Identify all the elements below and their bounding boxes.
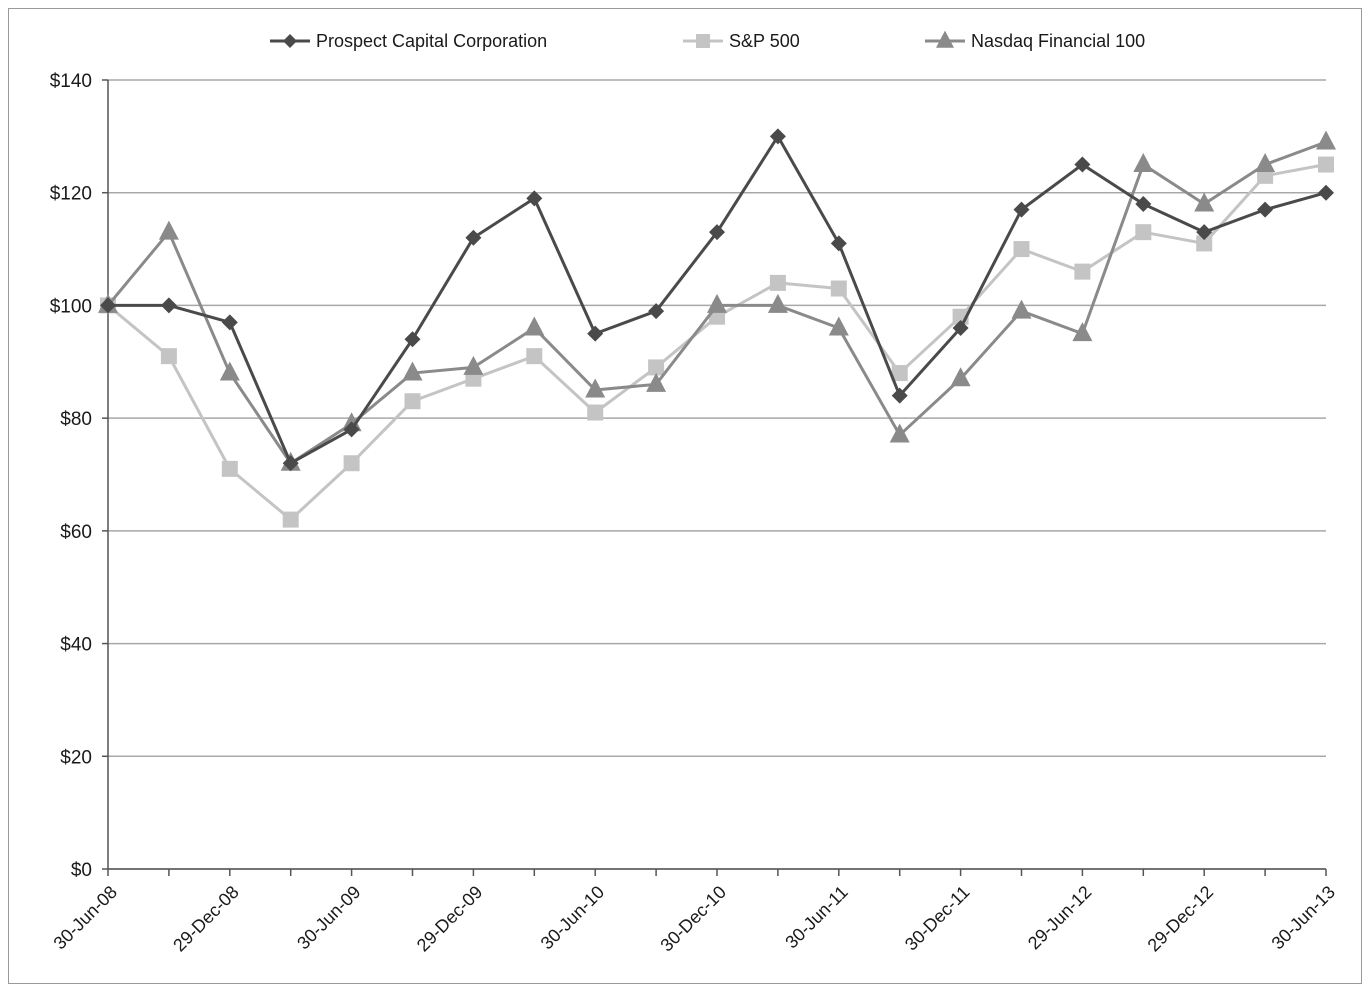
legend-marker-diamond: [283, 34, 297, 48]
y-tick-label: $140: [50, 71, 92, 92]
x-tick-label: 29-Jun-12: [1024, 882, 1095, 953]
data-point-triangle: [767, 293, 788, 313]
x-tick-label: 30-Jun-09: [293, 882, 364, 953]
data-point-triangle: [1316, 130, 1336, 150]
data-point-square: [648, 359, 665, 376]
data-point-triangle: [524, 316, 545, 336]
data-point-diamond: [648, 303, 665, 320]
data-point-diamond: [100, 297, 116, 314]
data-point-triangle: [828, 316, 849, 336]
x-tick-label: 30-Jun-10: [537, 882, 608, 953]
y-tick-label: $0: [71, 860, 92, 881]
x-tick-label: 30-Dec-10: [656, 882, 730, 956]
data-point-square: [1013, 241, 1030, 258]
legend-marker-triangle: [936, 30, 954, 48]
data-point-triangle: [1194, 192, 1215, 212]
x-tick-label: 30-Jun-08: [50, 882, 121, 953]
data-point-square: [891, 365, 908, 382]
x-tick-label: 29-Dec-08: [169, 882, 243, 956]
data-point-triangle: [402, 361, 423, 381]
data-point-square: [830, 280, 847, 297]
y-tick-label: $100: [50, 296, 92, 317]
data-point-square: [343, 455, 360, 472]
data-point-triangle: [950, 367, 971, 387]
data-point-square: [160, 348, 177, 365]
legend-label: S&P 500: [729, 31, 800, 51]
data-point-diamond: [1135, 195, 1152, 212]
data-point-triangle: [1133, 153, 1154, 173]
data-point-diamond: [830, 235, 847, 252]
data-point-diamond: [404, 331, 421, 348]
data-point-diamond: [952, 319, 969, 336]
x-tick-label: 29-Dec-12: [1144, 882, 1218, 956]
data-point-square: [221, 460, 238, 477]
data-point-square: [1074, 263, 1091, 280]
data-point-triangle: [1255, 153, 1276, 173]
data-point-triangle: [463, 355, 484, 375]
data-point-square: [282, 511, 299, 528]
y-tick-label: $60: [60, 522, 92, 543]
legend-label: Prospect Capital Corporation: [316, 31, 547, 51]
data-point-diamond: [1257, 201, 1274, 218]
x-tick-label: 30-Dec-11: [901, 882, 974, 955]
legend-label: Nasdaq Financial 100: [971, 31, 1145, 51]
data-point-triangle: [158, 220, 179, 240]
data-point-diamond: [221, 314, 238, 331]
y-tick-label: $40: [60, 635, 92, 656]
data-point-square: [1196, 235, 1213, 252]
data-point-diamond: [1074, 156, 1091, 173]
x-tick-label: 29-Dec-09: [413, 882, 487, 956]
data-point-diamond: [526, 190, 543, 207]
data-point-triangle: [1072, 322, 1093, 342]
data-point-diamond: [709, 224, 725, 241]
x-tick-label: 30-Jun-11: [781, 882, 852, 953]
data-point-square: [1135, 224, 1152, 241]
data-point-diamond: [343, 421, 360, 438]
data-point-diamond: [1013, 201, 1030, 218]
data-point-diamond: [1196, 224, 1213, 241]
data-point-square: [769, 274, 786, 291]
y-tick-label: $20: [60, 747, 92, 768]
data-point-diamond: [891, 387, 908, 404]
data-point-triangle: [1011, 299, 1032, 319]
data-point-diamond: [769, 128, 786, 145]
data-point-diamond: [1318, 184, 1334, 201]
data-point-triangle: [219, 361, 240, 381]
data-point-diamond: [160, 297, 177, 314]
data-point-square: [404, 393, 421, 410]
data-point-diamond: [465, 229, 482, 246]
data-point-diamond: [282, 455, 299, 472]
data-point-triangle: [646, 372, 667, 392]
data-point-square: [587, 404, 604, 421]
data-point-diamond: [587, 325, 604, 342]
x-tick-label: 30-Jun-13: [1268, 882, 1339, 953]
data-point-square: [526, 348, 543, 365]
data-point-square: [1318, 156, 1334, 173]
data-point-triangle: [889, 423, 910, 443]
data-point-triangle: [707, 293, 727, 313]
y-tick-label: $120: [50, 184, 92, 205]
legend-marker-square: [696, 34, 710, 48]
y-tick-label: $80: [60, 409, 92, 430]
data-point-triangle: [585, 378, 606, 398]
